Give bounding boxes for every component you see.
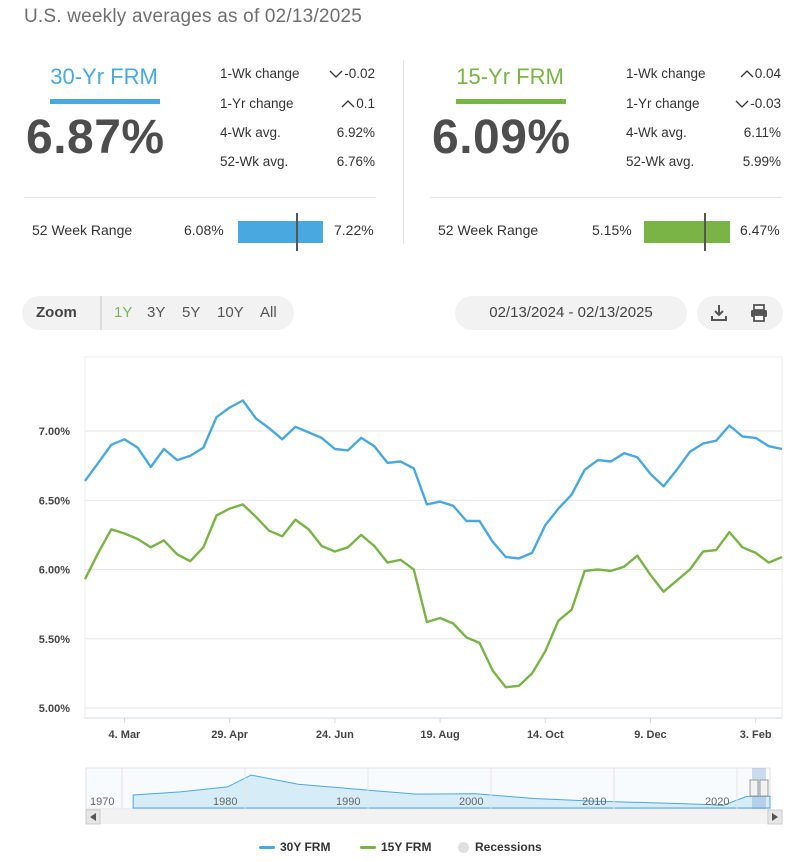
stat-value: 6.92% <box>336 125 375 140</box>
y-tick-label: 7.00% <box>39 426 70 438</box>
y-tick-label: 6.50% <box>39 495 70 507</box>
range-bar <box>238 221 323 243</box>
arrow-right-icon <box>772 813 778 821</box>
navigator-tick-label: 1990 <box>336 796 360 808</box>
range-label: 52 Week Range <box>438 222 539 238</box>
range-min: 5.15% <box>592 222 632 238</box>
stat-label: 52-Wk avg. <box>220 154 289 169</box>
rate-value: 6.09% <box>432 111 571 164</box>
range-bar <box>644 221 730 243</box>
navigator-tick-label: 2010 <box>582 796 606 808</box>
stat-value: 6.76% <box>336 154 375 169</box>
y-tick-label: 5.50% <box>39 634 70 646</box>
main-chart[interactable]: 5.00% 5.50% 6.00% 6.50% 7.00% 4. Mar 29. Apr 24… <box>0 345 800 745</box>
stat-value: 0.04 <box>740 66 781 81</box>
stat-label: 1-Yr change <box>626 96 700 111</box>
x-tick-label: 19. Aug <box>420 729 459 741</box>
panel-divider <box>403 60 404 244</box>
range-marker <box>295 213 298 251</box>
zoom-label: Zoom <box>36 304 77 321</box>
stat-label: 1-Wk change <box>626 66 706 81</box>
range-min: 6.08% <box>184 222 224 238</box>
stat-label: 4-Wk avg. <box>220 125 281 140</box>
navigator-tick-label: 1970 <box>90 796 114 808</box>
zoom-all-button[interactable]: All <box>260 304 277 321</box>
navigator-tick-label: 2020 <box>705 796 729 808</box>
range-marker <box>704 213 707 251</box>
zoom-10y-button[interactable]: 10Y <box>217 304 244 321</box>
chevron-down-icon <box>329 70 343 79</box>
zoom-3y-button[interactable]: 3Y <box>147 304 166 321</box>
arrow-left-icon <box>90 813 96 821</box>
stat-value: 5.99% <box>742 154 781 169</box>
stat-label: 1-Wk change <box>220 66 300 81</box>
legend-item-recessions[interactable]: Recessions <box>458 840 542 854</box>
y-tick-label: 5.00% <box>39 703 70 715</box>
legend-item-15y[interactable]: 15Y FRM <box>360 840 431 854</box>
range-label: 52 Week Range <box>32 222 133 238</box>
export-toolbar <box>697 296 783 330</box>
navigator[interactable]: 1970 1980 1990 2000 2010 2020 <box>0 763 800 827</box>
chevron-up-icon <box>341 100 355 108</box>
x-tick-label: 3. Feb <box>740 729 772 741</box>
zoom-toolbar: Zoom 1Y 3Y 5Y 10Y All <box>22 296 294 330</box>
legend-dot <box>458 842 469 854</box>
navigator-tick-label: 2000 <box>459 796 483 808</box>
x-tick-label: 29. Apr <box>211 729 249 741</box>
zoom-5y-button[interactable]: 5Y <box>182 304 201 321</box>
navigator-handle-left[interactable] <box>749 779 759 797</box>
x-tick-label: 24. Jun <box>316 729 354 741</box>
print-icon[interactable] <box>749 303 769 323</box>
stat-label: 52-Wk avg. <box>626 154 695 169</box>
stat-label: 1-Yr change <box>220 96 294 111</box>
rate-label: 30-Yr FRM <box>50 64 158 89</box>
divider <box>430 197 782 198</box>
legend-swatch <box>360 846 376 850</box>
date-range-input[interactable]: 02/13/2024 - 02/13/2025 <box>455 296 687 330</box>
navigator-tick-label: 1980 <box>213 796 237 808</box>
chevron-down-icon <box>735 100 749 109</box>
page-title: U.S. weekly averages as of 02/13/2025 <box>24 6 362 27</box>
plot-area <box>84 356 783 719</box>
rate-panel-15yr: 15-Yr FRM 6.09% 1-Wk change 0.04 1-Yr ch… <box>430 58 790 251</box>
scrollbar-track[interactable] <box>86 810 770 824</box>
rate-panel-30yr: 30-Yr FRM 6.87% 1-Wk change -0.02 1-Yr c… <box>24 58 384 251</box>
x-tick-label: 4. Mar <box>109 729 142 741</box>
divider <box>24 197 376 198</box>
x-tick-label: 9. Dec <box>634 729 666 741</box>
rate-value: 6.87% <box>26 111 165 164</box>
legend-item-30y[interactable]: 30Y FRM <box>259 840 330 854</box>
range-max: 7.22% <box>334 222 374 238</box>
stat-value: 6.11% <box>743 125 781 140</box>
stat-value: 0.1 <box>341 96 375 111</box>
navigator-window[interactable] <box>752 768 766 809</box>
x-tick-label: 14. Oct <box>527 729 564 741</box>
stat-value: -0.02 <box>329 66 375 81</box>
download-icon[interactable] <box>709 303 729 323</box>
zoom-1y-button[interactable]: 1Y <box>114 304 133 321</box>
range-max: 6.47% <box>740 222 780 238</box>
rate-label: 15-Yr FRM <box>456 64 564 89</box>
legend-swatch <box>259 846 275 850</box>
y-tick-label: 6.00% <box>39 565 70 577</box>
legend: 30Y FRM 15Y FRM Recessions <box>0 840 800 860</box>
navigator-handle-right[interactable] <box>759 779 769 797</box>
chevron-up-icon <box>740 70 754 78</box>
rate-underline <box>50 99 160 104</box>
series-line-15y <box>83 503 783 689</box>
series-line-30y <box>84 399 783 560</box>
zoom-separator <box>100 296 102 330</box>
stat-value: -0.03 <box>735 96 781 111</box>
stat-label: 4-Wk avg. <box>626 125 687 140</box>
rate-underline <box>456 99 566 104</box>
